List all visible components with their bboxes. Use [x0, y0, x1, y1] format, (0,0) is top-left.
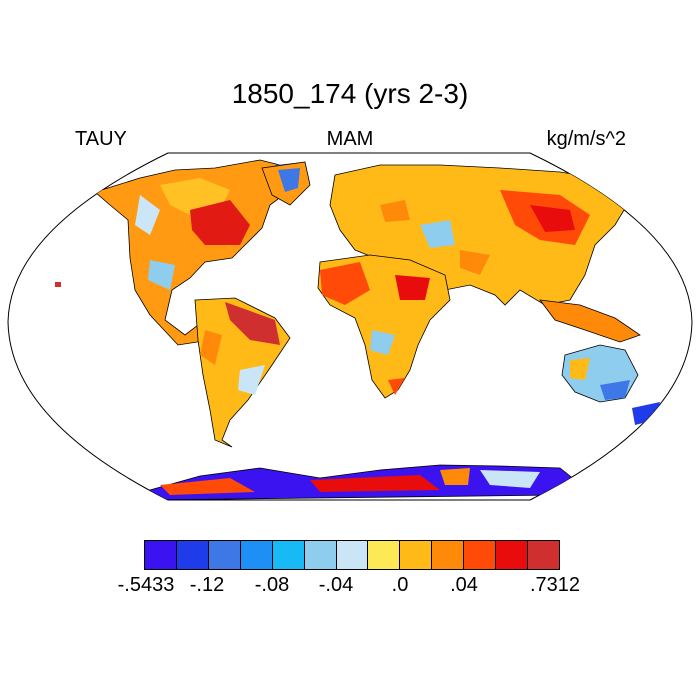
- colorbar: [144, 540, 560, 570]
- variable-label: TAUY: [75, 128, 127, 150]
- colorbar-swatch: [304, 541, 337, 569]
- colorbar-label: -.5433: [117, 574, 175, 596]
- colorbar-swatch: [368, 541, 401, 569]
- colorbar-swatch: [176, 541, 209, 569]
- se-asia: [539, 299, 641, 343]
- colorbar-swatch: [145, 541, 177, 569]
- season-label: MAM: [326, 128, 374, 150]
- colorbar-label: .7312: [529, 574, 581, 596]
- colorbar-label: -.12: [189, 574, 225, 596]
- colorbar-swatch: [528, 541, 559, 569]
- colorbar-label: -.08: [254, 574, 290, 596]
- colorbar-swatch: [240, 541, 273, 569]
- colorbar-swatch: [496, 541, 529, 569]
- units-label: kg/m/s^2: [546, 128, 626, 150]
- colorbar-label: .04: [450, 574, 478, 596]
- colorbar-swatch: [208, 541, 241, 569]
- plot-title: 1850_174 (yrs 2-3): [231, 78, 469, 109]
- colorbar-swatch: [336, 541, 369, 569]
- colorbar-swatch: [400, 541, 433, 569]
- colorbar-label: .0: [391, 574, 409, 596]
- colorbar-swatch: [272, 541, 305, 569]
- colorbar-labels: -.5433 -.12 -.08 -.04 .0 .04 .7312: [0, 574, 700, 600]
- colorbar-label: -.04: [318, 574, 354, 596]
- colorbar-swatch: [432, 541, 465, 569]
- colorbar-swatch: [464, 541, 497, 569]
